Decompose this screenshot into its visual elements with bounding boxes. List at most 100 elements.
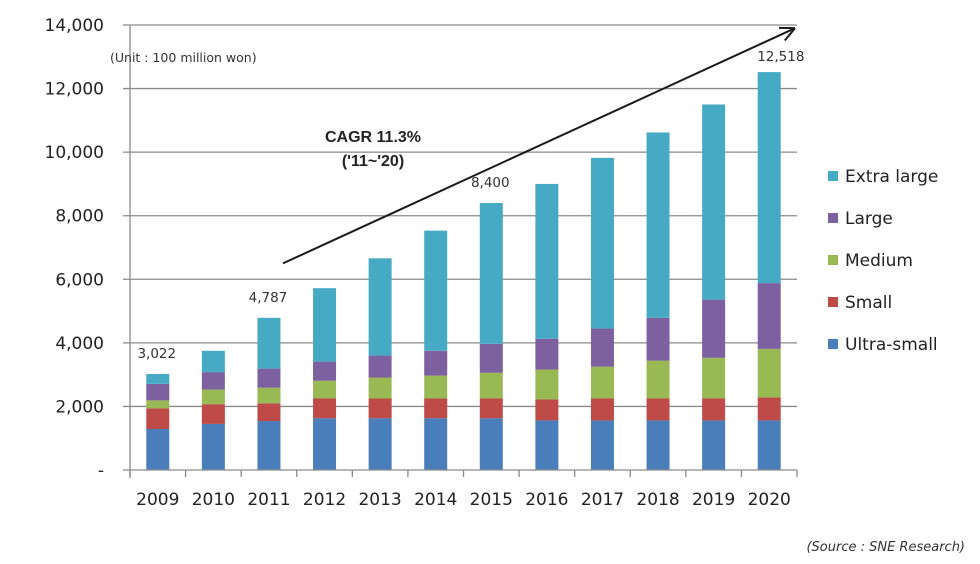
bar-segment-large [646, 317, 670, 361]
bar-segment-small [368, 398, 392, 419]
bar-stack-2019 [702, 104, 726, 470]
y-tick-label: 6,000 [55, 270, 104, 290]
bar-segment-extra-large [757, 72, 781, 284]
bar-segment-ultra-small [535, 420, 559, 470]
bar-segment-medium [757, 348, 781, 398]
bar-stack-2010 [201, 350, 225, 470]
legend-swatch [828, 297, 838, 307]
legend-swatch [828, 213, 838, 223]
bar-segment-large [146, 383, 170, 401]
bar-stack-2020 [757, 72, 781, 470]
legend-item-medium: Medium [828, 251, 913, 271]
legend-label: Small [845, 293, 892, 313]
y-axis-ticks: - 2,000 4,000 6,000 8,000 10,000 12,000 14,000 [45, 16, 104, 481]
bar-segment-ultra-small [590, 420, 614, 470]
bar-segment-medium [201, 389, 225, 405]
gridlines [123, 24, 797, 408]
data-label-2009: 3,022 [137, 346, 176, 362]
bar-stack-2018 [646, 132, 670, 470]
bar-segment-ultra-small [757, 420, 781, 470]
bar-segment-ultra-small [479, 418, 503, 470]
bar-segment-medium [702, 357, 726, 399]
bar-segment-extra-large [590, 157, 614, 329]
bar-segment-medium [146, 400, 170, 409]
legend-item-small: Small [828, 293, 892, 313]
legend-label: Extra large [845, 167, 938, 187]
bar-segment-small [702, 398, 726, 421]
bar-stack-2012 [313, 288, 337, 470]
bar-segment-large [702, 299, 726, 358]
bar-segment-small [201, 404, 225, 424]
y-tick-label: 10,000 [45, 143, 104, 163]
bar-segment-extra-large [146, 373, 170, 384]
bar-segment-large [535, 338, 559, 370]
bars [146, 72, 781, 470]
bar-segment-medium [313, 380, 337, 399]
legend-item-large: Large [828, 209, 893, 229]
axes [123, 25, 797, 478]
bar-stack-2011 [257, 317, 281, 470]
bar-stack-2013 [368, 258, 392, 470]
bar-stack-2014 [424, 230, 448, 470]
bar-segment-large [313, 361, 337, 381]
bar-segment-extra-large [535, 183, 559, 339]
bar-segment-small [535, 399, 559, 421]
unit-note: (Unit : 100 million won) [110, 50, 257, 65]
legend: Extra large Large Medium Small Ultra-small [828, 167, 938, 355]
cagr-label: CAGR 11.3% [325, 129, 421, 146]
x-tick-label: 2018 [636, 490, 679, 510]
legend-item-extra-large: Extra large [828, 167, 938, 187]
bar-segment-medium [590, 366, 614, 399]
bar-segment-small [146, 408, 170, 429]
bar-segment-ultra-small [646, 420, 670, 470]
bar-segment-ultra-small [257, 421, 281, 470]
bar-segment-small [590, 398, 614, 421]
bar-segment-ultra-small [424, 418, 448, 470]
bar-segment-extra-large [479, 203, 503, 344]
bar-segment-medium [479, 372, 503, 399]
x-tick-label: 2020 [748, 490, 791, 510]
bar-segment-small [757, 397, 781, 421]
legend-item-ultra-small: Ultra-small [828, 335, 938, 355]
bar-segment-large [368, 355, 392, 378]
x-tick-label: 2016 [525, 490, 568, 510]
data-label-2020: 12,518 [757, 49, 804, 65]
bar-segment-large [590, 328, 614, 367]
source-note: (Source : SNE Research) [806, 540, 965, 555]
bar-segment-extra-large [313, 288, 337, 362]
bar-segment-extra-large [368, 258, 392, 356]
legend-label: Medium [845, 251, 913, 271]
y-tick-label: 14,000 [45, 16, 104, 36]
x-tick-label: 2015 [470, 490, 513, 510]
y-tick-label: 2,000 [55, 397, 104, 417]
bar-segment-large [479, 343, 503, 373]
y-tick-label: 4,000 [55, 334, 104, 354]
y-tick-label: 12,000 [45, 80, 104, 100]
data-labels: 3,022 4,787 8,400 12,518 [137, 49, 804, 362]
bar-segment-large [257, 368, 281, 388]
bar-segment-medium [535, 369, 559, 400]
data-label-2015: 8,400 [471, 175, 510, 191]
y-tick-label: 8,000 [55, 207, 104, 227]
bar-segment-ultra-small [146, 428, 170, 470]
bar-stack-2015 [479, 203, 503, 470]
bar-segment-ultra-small [368, 418, 392, 470]
x-tick-label: 2019 [692, 490, 735, 510]
bar-segment-small [313, 398, 337, 419]
bar-segment-ultra-small [702, 420, 726, 470]
arrow-head [784, 27, 796, 42]
bar-segment-large [201, 372, 225, 390]
x-tick-label: 2009 [136, 490, 179, 510]
x-tick-label: 2013 [358, 490, 401, 510]
x-axis-ticks: 2009 2010 2011 2012 2013 2014 2015 2016 2017 2018… [129, 470, 798, 510]
bar-segment-ultra-small [201, 423, 225, 470]
bar-segment-small [424, 398, 448, 419]
bar-stack-2017 [590, 157, 614, 470]
bar-segment-small [257, 403, 281, 422]
bar-segment-medium [646, 360, 670, 399]
bar-segment-ultra-small [313, 418, 337, 470]
legend-swatch [828, 255, 838, 265]
trend-arrow [282, 26, 796, 265]
bar-segment-small [479, 398, 503, 419]
x-tick-label: 2011 [247, 490, 290, 510]
